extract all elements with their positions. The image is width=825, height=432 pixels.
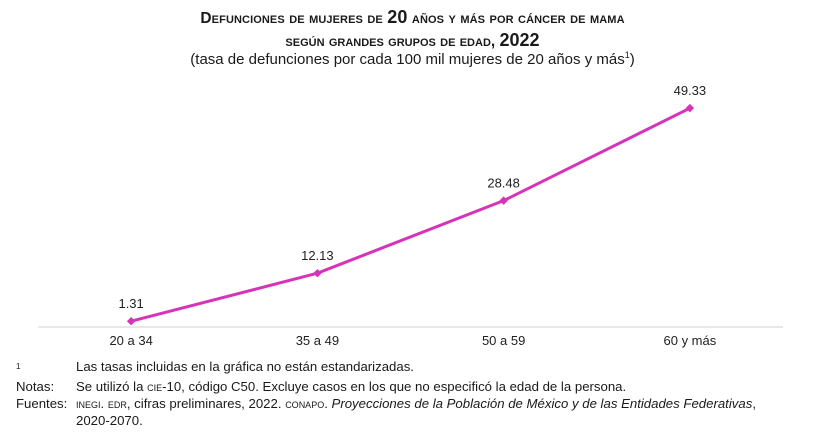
fuentes-dot2: . [324, 396, 332, 412]
title-text-c: según grandes grupos de edad, [285, 33, 500, 50]
notas-post: -10, código C50. Excluye casos en los qu… [162, 379, 627, 395]
footnote-row: 1 Las tasas incluidas en la gráfica no e… [16, 358, 776, 378]
notas-text: Se utilizó la cie-10, código C50. Excluy… [76, 378, 776, 395]
fuentes-row: Fuentes: inegi. edr, cifras preliminares… [16, 395, 776, 429]
data-point-marker [126, 316, 136, 326]
subtitle-footnote-mark: 1 [624, 50, 630, 60]
title-year: 2022 [499, 30, 540, 50]
data-label: 28.48 [487, 176, 520, 191]
x-tick-label: 20 a 34 [109, 333, 152, 348]
fuentes-inegi: inegi [76, 396, 101, 412]
chart-notes: 1 Las tasas incluidas en la gráfica no e… [16, 358, 776, 429]
chart-title-line2: según grandes grupos de edad, 2022 [0, 30, 825, 51]
x-tick-label: 60 y más [664, 333, 717, 348]
title-text-a: Defunciones de mujeres de [200, 10, 388, 27]
subtitle-text: (tasa de defunciones por cada 100 mil mu… [190, 51, 625, 68]
chart-title-line1: Defunciones de mujeres de 20 años y más … [0, 7, 825, 28]
fuentes-text: inegi. edr, cifras preliminares, 2022. c… [76, 395, 776, 429]
x-tick-layer: 20 a 34 35 a 49 50 a 59 60 y más [109, 333, 716, 348]
fuentes-dot1: . [100, 396, 108, 412]
footnote-text: Las tasas incluidas en la gráfica no est… [76, 359, 414, 374]
x-tick-label: 50 a 59 [482, 333, 525, 348]
data-label-layer: 1.31 12.13 28.48 49.33 [118, 83, 706, 311]
notas-pre: Se utilizó la [76, 379, 148, 395]
title-number: 20 [387, 7, 408, 27]
notas-cie: cie [147, 379, 163, 395]
notas-key: Notas: [16, 379, 55, 395]
footnote-key: 1 [16, 362, 21, 371]
x-tick-label: 35 a 49 [296, 333, 339, 348]
fuentes-key: Fuentes: [16, 396, 68, 412]
fuentes-italic: Proyecciones de la Población de México y… [331, 396, 753, 412]
data-label: 1.31 [118, 296, 143, 311]
subtitle-close: ) [629, 51, 635, 68]
title-text-b: años y más por cáncer de mama [407, 10, 625, 27]
series-line [130, 106, 691, 323]
fuentes-conapo: conapo [285, 396, 325, 412]
data-point-marker [499, 196, 508, 205]
chart-subtitle: (tasa de defunciones por cada 100 mil mu… [0, 50, 825, 68]
fuentes-end: , 2020-2070. [76, 396, 756, 429]
fuentes-edr: edr [107, 396, 127, 412]
data-point-marker [313, 268, 322, 278]
data-label: 12.13 [301, 248, 334, 263]
series-layer [126, 103, 695, 326]
fuentes-mid: , cifras preliminares, 2022. [126, 396, 286, 412]
notas-row: Notas: Se utilizó la cie-10, código C50.… [16, 378, 776, 395]
data-label: 49.33 [674, 83, 707, 98]
